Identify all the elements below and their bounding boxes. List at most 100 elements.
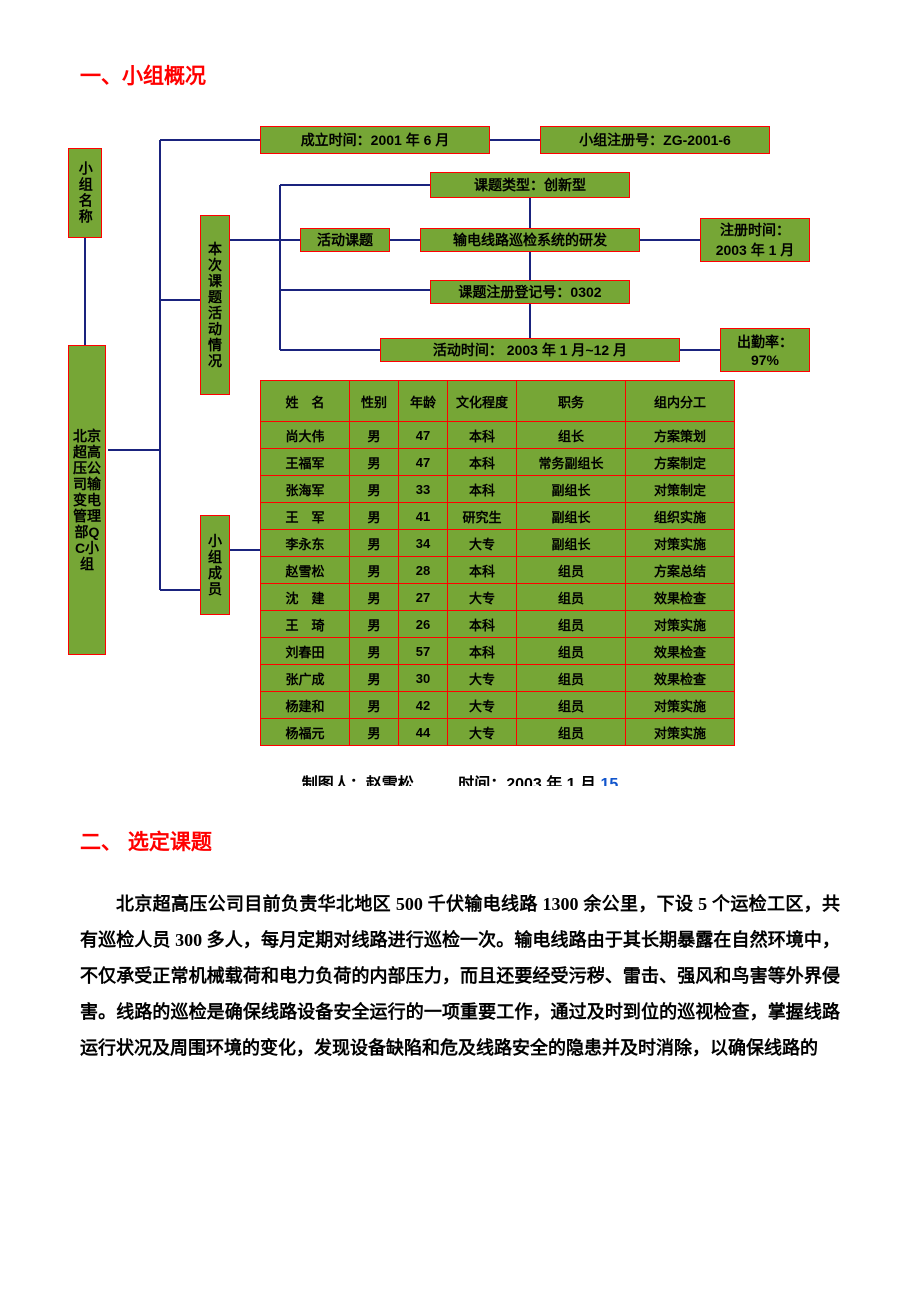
table-cell: 34: [399, 530, 448, 557]
table-cell: 男: [350, 584, 399, 611]
table-row: 赵雪松男28本科组员方案总结: [261, 557, 735, 584]
table-row: 王 军男41研究生副组长组织实施: [261, 503, 735, 530]
members-label-text: 小组成员: [203, 533, 227, 597]
table-cell: 41: [399, 503, 448, 530]
table-cell: 大专: [448, 665, 517, 692]
table-cell: 李永东: [261, 530, 350, 557]
table-cell: 赵雪松: [261, 557, 350, 584]
table-cell: 本科: [448, 611, 517, 638]
topic-name: 输电线路巡检系统的研发: [420, 228, 640, 252]
table-cell: 26: [399, 611, 448, 638]
table-cell: 33: [399, 476, 448, 503]
table-cell: 47: [399, 422, 448, 449]
members-label: 小组成员: [200, 515, 230, 615]
table-cell: 大专: [448, 719, 517, 746]
table-cell: 方案总结: [626, 557, 735, 584]
table-cell: 研究生: [448, 503, 517, 530]
table-cell: 效果检查: [626, 584, 735, 611]
table-cell: 副组长: [517, 476, 626, 503]
topic-reg-no: 课题注册登记号：0302: [430, 280, 630, 304]
members-th: 职务: [517, 381, 626, 422]
table-cell: 男: [350, 638, 399, 665]
activity-situation-label: 本次课题活动情况: [200, 215, 230, 395]
table-cell: 效果检查: [626, 665, 735, 692]
table-cell: 男: [350, 449, 399, 476]
activity-situation-text: 本次课题活动情况: [203, 241, 227, 370]
table-cell: 组员: [517, 557, 626, 584]
table-cell: 本科: [448, 476, 517, 503]
table-cell: 47: [399, 449, 448, 476]
table-cell: 张广成: [261, 665, 350, 692]
reg-no: 小组注册号：ZG-2001-6: [540, 126, 770, 154]
table-cell: 大专: [448, 584, 517, 611]
table-cell: 男: [350, 719, 399, 746]
table-cell: 副组长: [517, 503, 626, 530]
table-cell: 组员: [517, 719, 626, 746]
table-cell: 杨福元: [261, 719, 350, 746]
table-cell: 男: [350, 476, 399, 503]
est-time: 成立时间：2001 年 6 月: [260, 126, 490, 154]
table-cell: 王福军: [261, 449, 350, 476]
table-cell: 对策实施: [626, 692, 735, 719]
table-cell: 大专: [448, 692, 517, 719]
table-cell: 方案制定: [626, 449, 735, 476]
group-name-value-text: 北京超高压公司输变电管理部QC小组: [71, 428, 103, 573]
attendance: 出勤率：97%: [720, 328, 810, 372]
table-cell: 57: [399, 638, 448, 665]
section-1-title: 一、小组概况: [80, 60, 840, 90]
table-cell: 对策实施: [626, 611, 735, 638]
members-th: 姓 名: [261, 381, 350, 422]
table-cell: 组长: [517, 422, 626, 449]
table-cell: 组织实施: [626, 503, 735, 530]
table-cell: 张海军: [261, 476, 350, 503]
table-row: 张广成男30大专组员效果检查: [261, 665, 735, 692]
table-row: 李永东男34大专副组长对策实施: [261, 530, 735, 557]
table-cell: 尚大伟: [261, 422, 350, 449]
table-cell: 男: [350, 422, 399, 449]
group-name-label: 小组名称: [68, 148, 102, 238]
group-name-value: 北京超高压公司输变电管理部QC小组: [68, 345, 106, 655]
activity-topic-label: 活动课题: [300, 228, 390, 252]
table-cell: 组员: [517, 584, 626, 611]
table-row: 沈 建男27大专组员效果检查: [261, 584, 735, 611]
table-cell: 效果检查: [626, 638, 735, 665]
footer-day: 15: [600, 776, 618, 786]
members-th: 性别: [350, 381, 399, 422]
table-cell: 组员: [517, 665, 626, 692]
body-text: 北京超高压公司目前负责华北地区 500 千伏输电线路 1300 余公里，下设 5…: [80, 886, 840, 1066]
table-cell: 杨建和: [261, 692, 350, 719]
table-cell: 沈 建: [261, 584, 350, 611]
members-table: 姓 名性别年龄文化程度职务组内分工 尚大伟男47本科组长方案策划王福军男47本科…: [260, 380, 735, 746]
table-cell: 本科: [448, 638, 517, 665]
table-cell: 男: [350, 503, 399, 530]
table-row: 王 琦男26本科组员对策实施: [261, 611, 735, 638]
table-cell: 27: [399, 584, 448, 611]
diagram-footer: 制图人：赵雪松 时间：2003 年 1 月 15: [80, 770, 840, 786]
table-row: 杨建和男42大专组员对策实施: [261, 692, 735, 719]
org-diagram: 小组名称 北京超高压公司输变电管理部QC小组 成立时间：2001 年 6 月 小…: [60, 120, 820, 760]
table-cell: 王 军: [261, 503, 350, 530]
table-cell: 男: [350, 692, 399, 719]
table-cell: 本科: [448, 422, 517, 449]
table-cell: 本科: [448, 557, 517, 584]
table-row: 尚大伟男47本科组长方案策划: [261, 422, 735, 449]
table-cell: 30: [399, 665, 448, 692]
table-cell: 刘春田: [261, 638, 350, 665]
table-cell: 男: [350, 611, 399, 638]
topic-type: 课题类型：创新型: [430, 172, 630, 198]
table-cell: 本科: [448, 449, 517, 476]
footer-author: 制图人：赵雪松: [302, 776, 414, 786]
activity-time: 活动时间： 2003 年 1 月~12 月: [380, 338, 680, 362]
footer-time: 时间：2003 年 1 月: [458, 776, 596, 786]
members-th: 年龄: [399, 381, 448, 422]
table-cell: 男: [350, 530, 399, 557]
table-row: 刘春田男57本科组员效果检查: [261, 638, 735, 665]
table-cell: 对策实施: [626, 530, 735, 557]
section-2-title: 二、 选定课题: [80, 826, 840, 856]
table-cell: 对策制定: [626, 476, 735, 503]
table-cell: 方案策划: [626, 422, 735, 449]
table-cell: 对策实施: [626, 719, 735, 746]
table-cell: 王 琦: [261, 611, 350, 638]
table-row: 王福军男47本科常务副组长方案制定: [261, 449, 735, 476]
table-cell: 副组长: [517, 530, 626, 557]
